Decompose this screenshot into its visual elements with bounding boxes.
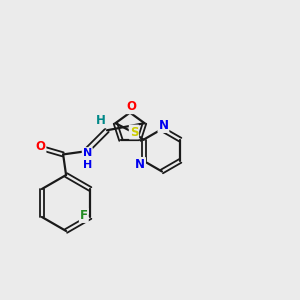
Text: S: S	[130, 125, 138, 139]
Text: N
H: N H	[83, 148, 92, 170]
Text: O: O	[35, 140, 46, 153]
Text: N: N	[158, 119, 168, 132]
Text: F: F	[80, 209, 88, 222]
Text: O: O	[127, 100, 136, 113]
Text: N: N	[135, 158, 145, 171]
Text: H: H	[96, 114, 106, 127]
